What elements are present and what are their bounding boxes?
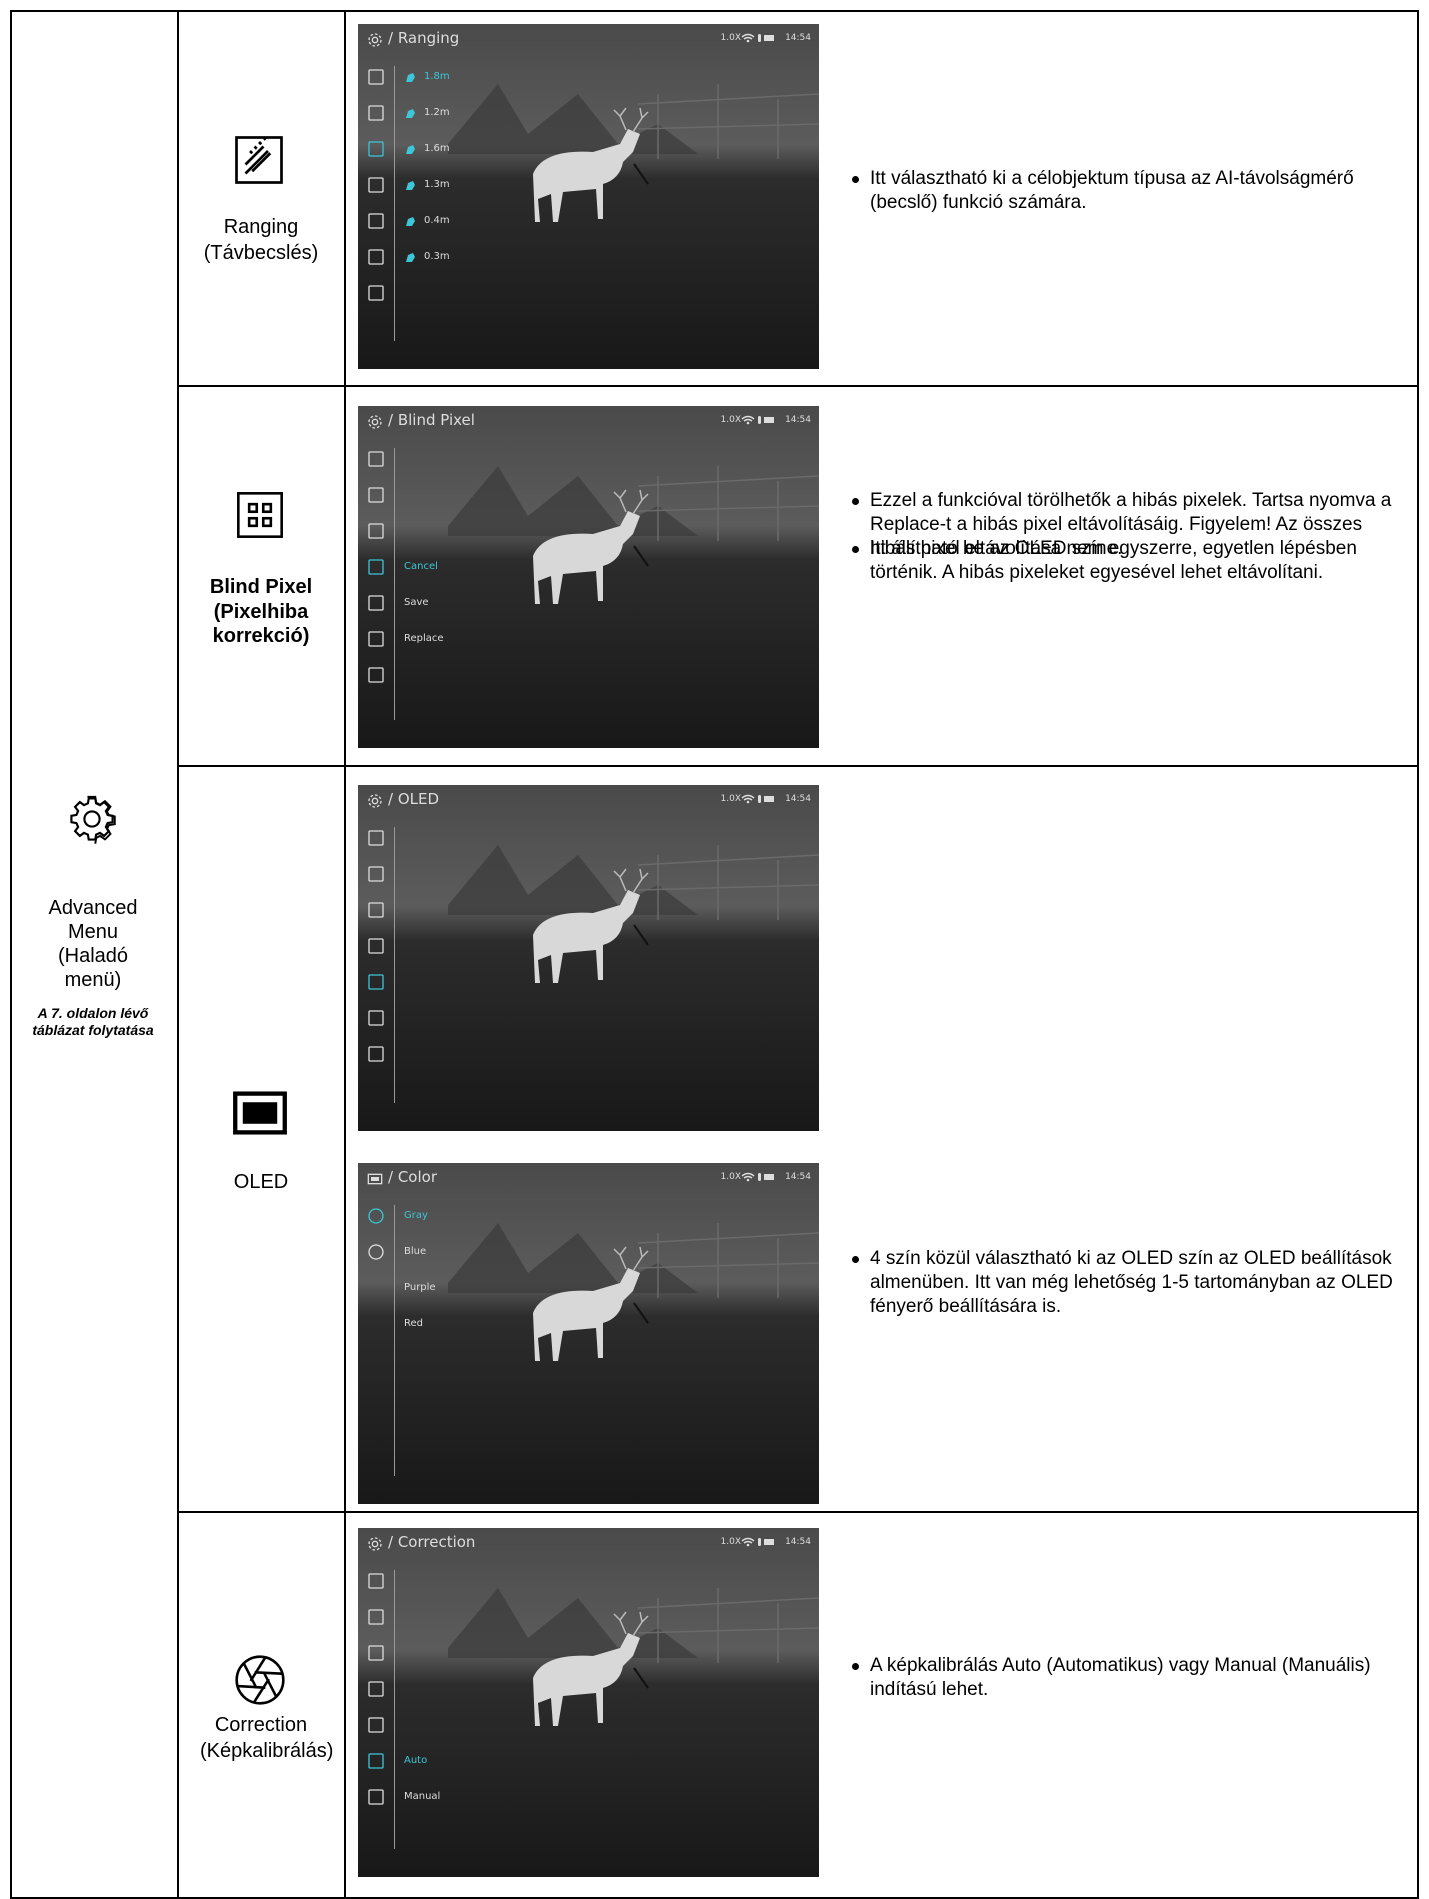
row-border <box>177 1511 1419 1513</box>
table-border <box>10 10 12 1899</box>
screen-title: / Ranging <box>388 29 460 47</box>
menu-item: Purple <box>404 1282 436 1293</box>
time: 14:54 <box>785 1537 811 1547</box>
device-screenshot: / Color 1.0X 14:54 Gray Blue Purple Red <box>358 1163 819 1504</box>
table-border <box>1417 10 1419 1899</box>
time: 14:54 <box>785 415 811 425</box>
menu-item: Save <box>404 597 429 608</box>
zoom: 1.0X <box>720 1172 741 1182</box>
row-subtitle: (Képkalibrálás) <box>200 1740 334 1762</box>
description: Itt választható ki a célobjektum típusa … <box>848 167 1408 215</box>
row-name: Blind Pixel <box>209 576 313 598</box>
device-screenshot: / Ranging 1.0X 14:54 1.8m 1.2m 1.6m 1.3m 0.4m 0.… <box>358 24 819 369</box>
row-border <box>177 765 1419 767</box>
menu-item: 1.3m <box>424 179 450 190</box>
ranging-icon <box>235 136 283 184</box>
time: 14:54 <box>785 1172 811 1182</box>
description: Itt állítható be az OLED színe. <box>848 537 1408 561</box>
screen-title: / Correction <box>388 1533 476 1551</box>
menu-item: Replace <box>404 633 444 644</box>
blind-pixel-icon <box>237 492 283 538</box>
screen-title: / Color <box>388 1168 437 1186</box>
device-screenshot: / Correction 1.0X 14:54 Auto Manual <box>358 1528 819 1877</box>
gear-icon <box>70 795 116 844</box>
row-subtitle: (Pixelhiba korrekció) <box>212 601 310 647</box>
menu-item: 0.4m <box>424 215 450 226</box>
row-subtitle: (Távbecslés) <box>203 242 319 264</box>
menu-item: 1.2m <box>424 107 450 118</box>
time: 14:54 <box>785 33 811 43</box>
menu-item: 0.3m <box>424 251 450 262</box>
row-name: Ranging <box>223 216 299 238</box>
menu-item: Cancel <box>404 561 438 572</box>
table-border <box>344 10 346 1899</box>
row-border <box>177 385 1419 387</box>
row-name: Correction <box>214 1714 308 1736</box>
table-border <box>177 10 179 1899</box>
group-note: A 7. oldalon lévő táblázat folytatása <box>32 1005 154 1038</box>
group-title: Advanced Menu (Haladó menü) <box>48 897 138 991</box>
screen-title: / Blind Pixel <box>388 411 475 429</box>
description: A képkalibrálás Auto (Automatikus) vagy … <box>848 1654 1408 1702</box>
menu-item: Blue <box>404 1246 427 1257</box>
correction-icon <box>235 1655 285 1705</box>
menu-item: Red <box>404 1318 423 1329</box>
table-border <box>10 1897 1419 1899</box>
zoom: 1.0X <box>720 33 741 43</box>
menu-item: Gray <box>404 1210 428 1221</box>
description: Ezzel a funkcióval törölhetők a hibás pi… <box>848 489 1408 585</box>
menu-item: 1.6m <box>424 143 450 154</box>
device-screenshot: / Blind Pixel 1.0X 14:54 Cancel Save Replace <box>358 406 819 748</box>
zoom: 1.0X <box>720 1537 741 1547</box>
menu-item: 1.8m <box>424 71 450 82</box>
menu-item: Manual <box>404 1791 441 1802</box>
device-screenshot: / OLED 1.0X 14:54 <box>358 785 819 1131</box>
table-border <box>10 10 1419 12</box>
time: 14:54 <box>785 794 811 804</box>
row-name: OLED <box>233 1171 289 1193</box>
screen-title: / OLED <box>388 790 440 808</box>
zoom: 1.0X <box>720 415 741 425</box>
zoom: 1.0X <box>720 794 741 804</box>
oled-icon <box>233 1091 287 1135</box>
description: 4 szín közül választható ki az OLED szín… <box>848 1247 1408 1319</box>
menu-item: Auto <box>404 1755 428 1766</box>
